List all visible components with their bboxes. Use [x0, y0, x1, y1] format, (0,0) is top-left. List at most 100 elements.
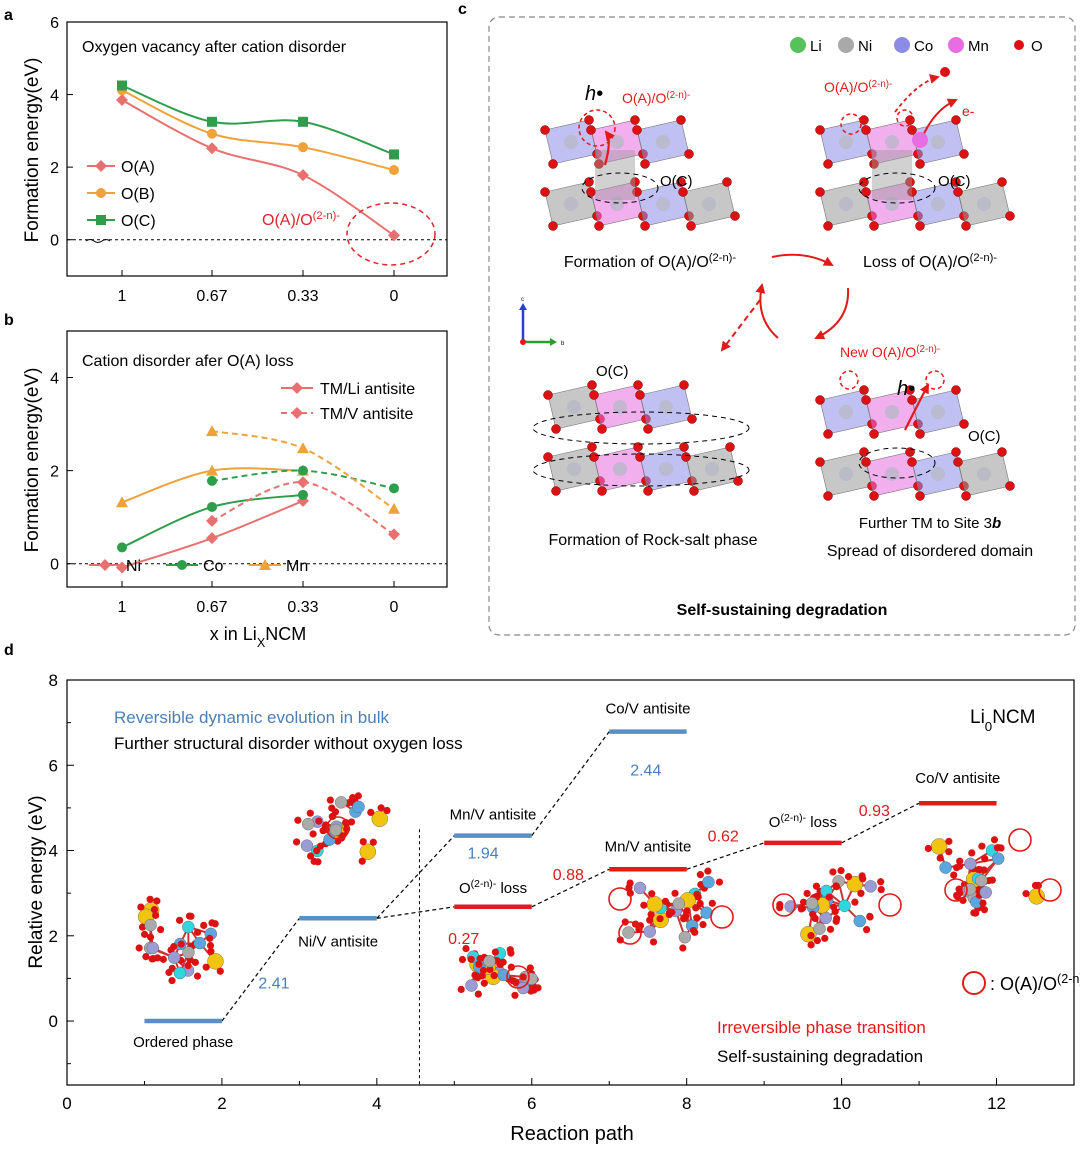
oxygen-atom — [950, 871, 958, 879]
atom — [678, 930, 692, 944]
data-point-oa — [116, 94, 128, 107]
oa-ring — [608, 887, 632, 911]
atom — [702, 875, 715, 889]
oxygen-atom — [193, 972, 202, 980]
oxygen-atom — [857, 889, 865, 897]
oxygen-atom — [696, 871, 705, 879]
atom — [853, 914, 866, 928]
released-oxygen — [940, 67, 950, 77]
oxygen-atom — [597, 424, 607, 434]
oxygen-atom — [635, 390, 645, 400]
reversible-subtitle: Further structural disorder without oxyg… — [114, 734, 463, 753]
oxygen-atom — [851, 898, 859, 906]
oxygen-atom — [647, 910, 655, 919]
oxygen-atom — [202, 963, 210, 971]
oxygen-atom — [844, 873, 853, 881]
oxygen-atom — [861, 457, 871, 467]
atom — [144, 918, 157, 932]
oxygen-atom — [474, 990, 482, 998]
oa-ring — [772, 893, 796, 917]
legend-atom-o — [1014, 40, 1024, 50]
energy-level-label: Ni/V antisite — [298, 933, 378, 950]
legend-label-ni: Ni — [858, 38, 872, 55]
tm-atom — [839, 197, 853, 211]
oxygen-atom — [358, 857, 366, 865]
oxygen-atom — [979, 899, 987, 907]
oxygen-atom — [823, 491, 833, 501]
tm-atom — [610, 197, 624, 211]
oxygen-atom — [877, 885, 885, 894]
oxygen-atom — [643, 486, 653, 496]
oxygen-atom — [548, 221, 558, 231]
data-point-co — [117, 542, 127, 553]
data-point-mn — [388, 502, 400, 514]
oa-ring — [1008, 828, 1032, 852]
oxygen-atom — [293, 838, 301, 846]
oxygen-atom — [680, 914, 688, 922]
oa-ring — [944, 878, 968, 902]
legend-red-circle — [962, 971, 986, 995]
data-point-oc — [298, 116, 308, 127]
barrier-value: 2.44 — [630, 763, 661, 780]
tm-atom — [564, 197, 578, 211]
molecule-mn-v — [608, 867, 734, 952]
x-tick-label: 12 — [987, 1094, 1006, 1113]
oxygen-atom — [859, 177, 869, 187]
oxygen-atom — [959, 896, 967, 905]
atom — [329, 823, 342, 837]
oxygen-atom — [1005, 211, 1015, 221]
legend-marker — [96, 188, 106, 198]
oxygen-atom — [915, 159, 925, 169]
y-tick-label: 4 — [50, 88, 59, 105]
oxygen-atom — [184, 961, 192, 970]
data-point-mn — [206, 464, 218, 476]
oxygen-atom — [315, 817, 323, 825]
molecule-ni-v — [293, 792, 391, 866]
oxygen-atom — [830, 903, 838, 911]
y-tick-label: 4 — [50, 371, 59, 388]
oxygen-atom — [640, 159, 650, 169]
atom — [334, 796, 348, 809]
oxygen-atom — [306, 809, 314, 817]
oxygen-atom — [924, 844, 932, 853]
atom — [146, 941, 159, 955]
oxygen-atom — [551, 424, 561, 434]
atom — [633, 881, 647, 895]
legend-marker — [99, 559, 111, 571]
tm-atom — [567, 462, 581, 476]
oa-ring — [326, 816, 350, 840]
data-point-oc — [207, 116, 217, 127]
tm-atom — [977, 467, 991, 481]
hole-arrow — [603, 130, 615, 166]
oxygen-atom — [859, 875, 867, 883]
oxygen-atom — [526, 964, 534, 972]
oxygen-atom — [480, 979, 488, 987]
level-connector — [686, 842, 765, 870]
data-point-oa — [388, 229, 400, 242]
oxygen-atom — [543, 390, 553, 400]
oxygen-atom — [951, 447, 961, 457]
oxygen-atom — [486, 965, 494, 974]
oxygen-release-arrow — [894, 74, 940, 113]
oa-ring — [506, 965, 530, 989]
oc-label-spread: O(C) — [968, 428, 1001, 445]
oxygen-atom — [597, 486, 607, 496]
y-tick-label: 0 — [49, 1012, 58, 1031]
atom — [805, 897, 819, 910]
legend-label: Ni — [126, 558, 141, 575]
cycle-arrow-top — [771, 253, 834, 266]
tm-atom — [567, 400, 581, 414]
oxygen-atom — [866, 913, 874, 921]
oxygen-atom — [200, 921, 208, 930]
level-connector — [531, 731, 610, 836]
panel-b-ylabel: Formation energy(eV) — [22, 368, 43, 553]
oxygen-atom — [137, 903, 145, 911]
legend-label: Co — [203, 558, 224, 575]
atom — [964, 857, 977, 871]
oxygen-atom — [354, 792, 362, 800]
atom — [1028, 888, 1045, 905]
oxygen-atom — [861, 187, 871, 197]
data-point-mn — [116, 496, 128, 508]
panel-a-frame — [66, 21, 448, 277]
oxygen-atom — [635, 452, 645, 462]
